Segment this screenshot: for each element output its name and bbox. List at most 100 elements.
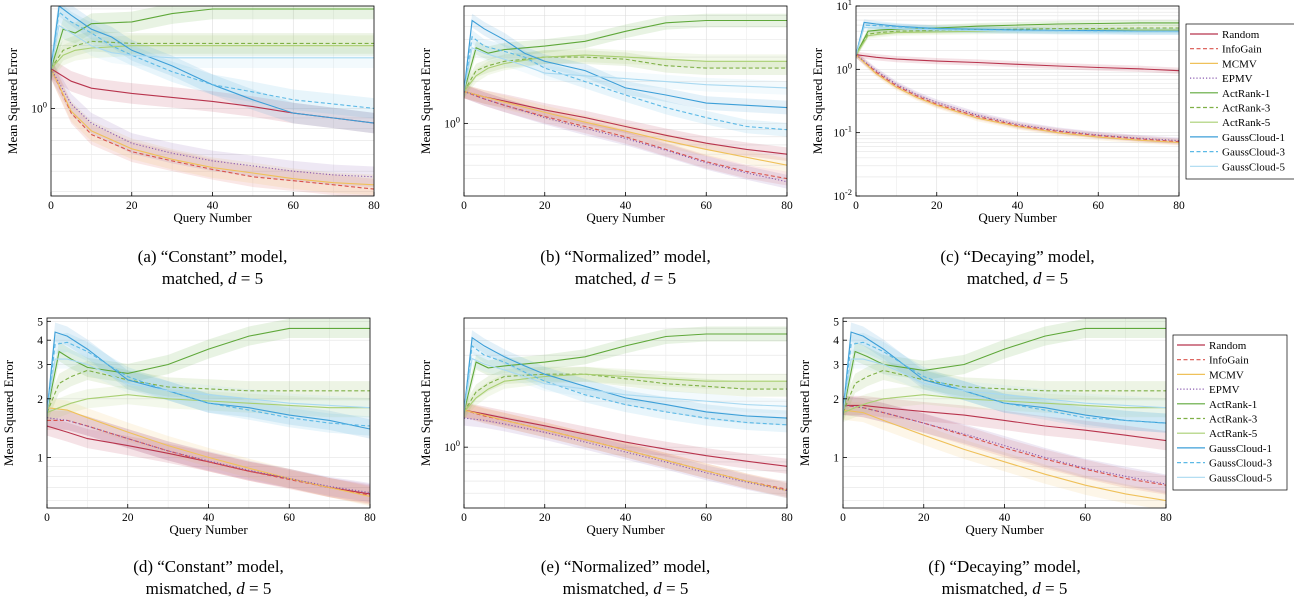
series-line-infogain bbox=[843, 404, 1166, 486]
series-line-actrank-5 bbox=[843, 394, 1166, 414]
legend-label: GaussCloud-3 bbox=[1209, 458, 1272, 470]
caption-line-1: (e) “Normalized” model, bbox=[541, 557, 710, 576]
series-line-epmv bbox=[856, 54, 1179, 142]
caption-line-2: matched, d = 5 bbox=[575, 269, 676, 288]
grid-lines bbox=[843, 318, 1166, 508]
series-line-random bbox=[843, 404, 1166, 442]
series-line-random bbox=[464, 90, 787, 155]
band-actrank-3 bbox=[464, 366, 787, 420]
x-tick-label: 20 bbox=[539, 200, 551, 212]
series-line-gausscloud-3 bbox=[464, 344, 787, 426]
x-tick-label: 40 bbox=[203, 512, 215, 524]
x-tick-label: 80 bbox=[368, 200, 380, 212]
legend-label: EPMV bbox=[1222, 73, 1253, 85]
series-line-mcmv bbox=[464, 90, 787, 166]
series-line-actrank-3 bbox=[51, 40, 374, 70]
y-tick-label: 100 bbox=[444, 438, 460, 454]
legend-2: Random InfoGain MCMV EPMV ActRank-1 ActRank-3… bbox=[1172, 334, 1288, 491]
x-tick-label: 80 bbox=[781, 200, 793, 212]
chart-panel-4: 0 20 40 60 80 1 2 3 4 5 Query Number Mean Squared E… bbox=[1, 316, 376, 598]
band-gausscloud-5 bbox=[464, 351, 787, 420]
x-tick-label: 60 bbox=[1080, 512, 1092, 524]
y-tick-label: 1 bbox=[833, 452, 839, 464]
series-line-actrank-5 bbox=[47, 394, 370, 414]
legend-label: GaussCloud-5 bbox=[1222, 161, 1285, 173]
band-gausscloud-5 bbox=[47, 349, 370, 423]
y-tick-label: 10-2 bbox=[833, 187, 852, 203]
chart-panel-5: 0 20 40 60 80 100 Query Number Mean Squared Err… bbox=[418, 317, 793, 598]
x-tick-label: 40 bbox=[207, 200, 219, 212]
caption-line-2: matched, d = 5 bbox=[967, 269, 1068, 288]
x-axis-label: Query Number bbox=[169, 522, 248, 537]
series-line-gausscloud-1 bbox=[464, 336, 787, 419]
series-line-gausscloud-5 bbox=[464, 47, 787, 92]
series-line-infogain bbox=[464, 90, 787, 180]
series-line-gausscloud-1 bbox=[856, 21, 1179, 55]
series-line-actrank-1 bbox=[856, 22, 1179, 55]
x-axis-label: Query Number bbox=[586, 210, 665, 225]
x-axis-label: Query Number bbox=[586, 522, 665, 537]
x-tick-label: 40 bbox=[620, 200, 632, 212]
band-actrank-1 bbox=[843, 318, 1166, 423]
y-tick-label: 3 bbox=[833, 360, 839, 372]
band-random bbox=[464, 84, 787, 162]
series-line-gausscloud-3 bbox=[51, 10, 374, 109]
series-line-epmv bbox=[51, 68, 374, 178]
y-axis-label: Mean Squared Error bbox=[418, 359, 433, 466]
x-axis-label: Query Number bbox=[978, 210, 1057, 225]
series-line-actrank-5 bbox=[51, 45, 374, 70]
y-tick-label: 4 bbox=[37, 335, 43, 347]
legend-label: ActRank-3 bbox=[1222, 103, 1271, 115]
series-line-gausscloud-1 bbox=[51, 6, 374, 124]
x-tick-label: 0 bbox=[44, 512, 50, 524]
band-mcmv bbox=[843, 400, 1166, 508]
band-random bbox=[856, 51, 1179, 74]
band-gausscloud-1 bbox=[843, 322, 1166, 433]
y-tick-label: 2 bbox=[833, 394, 839, 406]
series-line-actrank-1 bbox=[47, 327, 370, 413]
band-actrank-1 bbox=[51, 6, 374, 80]
band-gausscloud-3 bbox=[843, 332, 1166, 433]
y-tick-label: 101 bbox=[836, 0, 852, 13]
x-tick-label: 80 bbox=[1160, 512, 1172, 524]
series-line-actrank-1 bbox=[843, 327, 1166, 413]
legend-label: GaussCloud-3 bbox=[1222, 147, 1285, 159]
legend-label: EPMV bbox=[1209, 384, 1240, 396]
series-line-mcmv bbox=[843, 409, 1166, 502]
x-tick-label: 0 bbox=[840, 512, 846, 524]
y-tick-label: 4 bbox=[833, 335, 839, 347]
chart-panel-2: 0 20 40 60 80 100 Query Number Mean Squared Err… bbox=[418, 5, 793, 288]
series-line-gausscloud-3 bbox=[47, 341, 370, 427]
series-line-actrank-5 bbox=[464, 54, 787, 92]
series-line-mcmv bbox=[47, 407, 370, 498]
x-tick-label: 60 bbox=[288, 200, 300, 212]
x-tick-label: 0 bbox=[48, 200, 54, 212]
legend-label: ActRank-1 bbox=[1209, 399, 1257, 411]
series-line-infogain bbox=[856, 54, 1179, 143]
x-tick-label: 20 bbox=[122, 512, 134, 524]
series-line-gausscloud-5 bbox=[856, 26, 1179, 55]
band-actrank-3 bbox=[464, 50, 787, 99]
series-line-gausscloud-1 bbox=[47, 331, 370, 430]
legend-label: InfoGain bbox=[1222, 44, 1262, 56]
band-gausscloud-5 bbox=[843, 349, 1166, 423]
series-line-actrank-3 bbox=[464, 373, 787, 413]
band-actrank-1 bbox=[464, 326, 787, 420]
y-tick-label: 100 bbox=[31, 99, 47, 115]
band-infogain bbox=[51, 58, 374, 196]
x-axis-label: Query Number bbox=[965, 522, 1044, 537]
series-line-gausscloud-3 bbox=[843, 341, 1166, 424]
legend-label: Random bbox=[1222, 29, 1260, 41]
series-line-mcmv bbox=[51, 68, 374, 186]
x-tick-label: 20 bbox=[126, 200, 138, 212]
y-axis-label: Mean Squared Error bbox=[418, 47, 433, 154]
x-tick-label: 80 bbox=[781, 512, 793, 524]
y-tick-label: 5 bbox=[833, 316, 839, 328]
x-tick-label: 80 bbox=[364, 512, 376, 524]
x-tick-label: 40 bbox=[620, 512, 632, 524]
series-line-gausscloud-1 bbox=[843, 331, 1166, 424]
band-gausscloud-1 bbox=[47, 322, 370, 439]
chart-panel-3: 0 20 40 60 80 10-2 10-1 100 101 Query Number Mean … bbox=[810, 0, 1185, 288]
legend-label: Random bbox=[1209, 340, 1247, 352]
series-line-gausscloud-5 bbox=[464, 357, 787, 412]
